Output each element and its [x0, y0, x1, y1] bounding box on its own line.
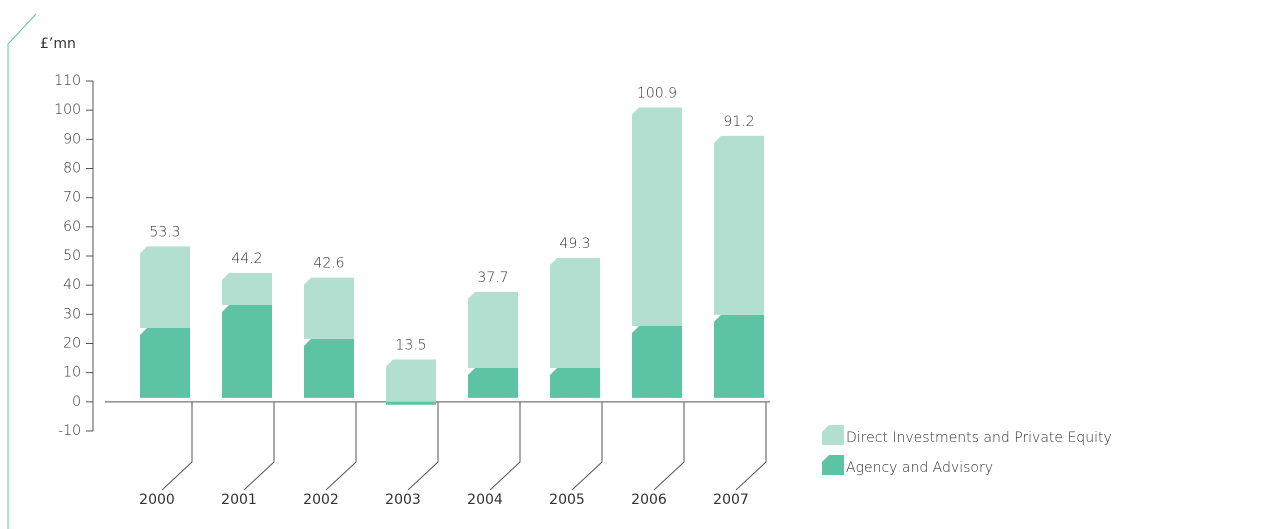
bar-segment	[222, 305, 272, 398]
total-label: 91.2	[723, 114, 754, 130]
y-tick-label: 110	[54, 73, 81, 89]
bar-segment	[632, 107, 682, 327]
bar-segment	[550, 368, 600, 398]
x-tick-label: 2005	[549, 492, 585, 508]
bar-segment	[632, 326, 682, 398]
bar-segment	[468, 368, 518, 398]
legend-label: Agency and Advisory	[846, 460, 993, 476]
y-tick-label: 70	[63, 190, 81, 206]
leader-line	[489, 401, 521, 491]
x-tick-label: 2006	[631, 492, 667, 508]
y-tick-label: 20	[63, 336, 81, 352]
total-label: 49.3	[559, 236, 590, 252]
legend-swatch	[822, 455, 844, 475]
bar-segment	[468, 291, 518, 368]
bar-segment	[304, 277, 354, 339]
y-tick-label: -10	[58, 423, 81, 439]
total-label: 44.2	[231, 251, 262, 267]
y-tick-label: 10	[63, 365, 81, 381]
legend-swatch	[822, 425, 844, 445]
bar-segment	[714, 314, 764, 398]
y-tick-label: 50	[63, 248, 81, 264]
bar-segment	[140, 328, 190, 398]
y-tick-label: 100	[54, 102, 81, 118]
bar-segment	[304, 338, 354, 398]
leader-line	[571, 401, 603, 491]
x-tick-label: 2002	[303, 492, 339, 508]
y-tick-label: 80	[63, 161, 81, 177]
leader-line	[161, 401, 193, 491]
y-tick-label: 30	[63, 306, 81, 322]
x-tick-label: 2007	[713, 492, 749, 508]
decor-line	[7, 13, 37, 529]
total-label: 53.3	[149, 224, 180, 240]
total-label: 100.9	[637, 86, 677, 102]
total-label: 13.5	[395, 338, 426, 354]
x-tick-label: 2001	[221, 492, 257, 508]
leader-line	[243, 401, 275, 491]
bar-segment	[222, 272, 272, 305]
total-label: 42.6	[313, 256, 344, 272]
bar-segment	[550, 258, 600, 368]
leader-line	[325, 401, 357, 491]
x-tick-label: 2004	[467, 492, 503, 508]
unit-label: £’mn	[40, 36, 76, 52]
bar-segment	[714, 135, 764, 315]
legend-label: Direct Investments and Private Equity	[846, 430, 1112, 446]
y-tick-label: 60	[63, 219, 81, 235]
bar-segment	[386, 401, 436, 405]
x-tick-label: 2000	[139, 492, 175, 508]
leader-line	[653, 401, 685, 491]
bar-segment	[386, 359, 436, 402]
bar-segment	[140, 246, 190, 329]
y-tick-label: 40	[63, 277, 81, 293]
y-tick-label: 0	[72, 394, 81, 410]
x-tick-label: 2003	[385, 492, 421, 508]
leader-line	[407, 401, 439, 491]
leader-line	[735, 401, 767, 491]
y-tick-label: 90	[63, 131, 81, 147]
total-label: 37.7	[477, 270, 508, 286]
